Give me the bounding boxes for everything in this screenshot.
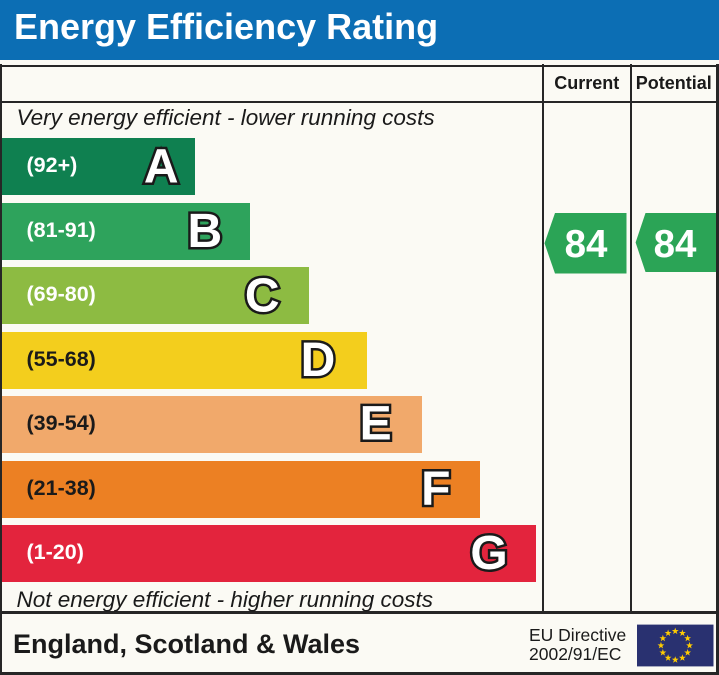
svg-text:E: E bbox=[360, 398, 392, 451]
svg-text:F: F bbox=[421, 463, 450, 516]
svg-text:B: B bbox=[188, 205, 223, 258]
svg-text:C: C bbox=[245, 270, 280, 323]
svg-text:A: A bbox=[144, 141, 179, 194]
svg-text:D: D bbox=[301, 334, 336, 387]
svg-text:G: G bbox=[470, 527, 507, 580]
svg-text:84: 84 bbox=[654, 223, 697, 266]
svg-text:84: 84 bbox=[565, 223, 608, 266]
